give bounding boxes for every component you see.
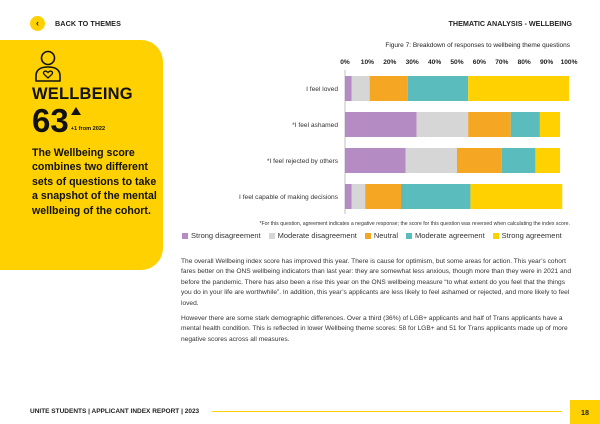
- legend-item: Moderate disagreement: [268, 231, 357, 240]
- bar-segment: [407, 76, 469, 101]
- triangle-up-icon: [70, 107, 81, 115]
- legend-label: Strong disagreement: [191, 231, 261, 240]
- bar-segment: [510, 112, 540, 137]
- x-tick-label: 100%: [561, 59, 578, 66]
- legend-item: Neutral: [364, 231, 399, 240]
- x-tick-label: 30%: [406, 59, 419, 66]
- bar-segment: [351, 76, 370, 101]
- legend-swatch: [268, 232, 275, 239]
- legend-label: Strong agreement: [501, 231, 562, 240]
- chevron-left-icon[interactable]: ‹: [30, 16, 45, 31]
- legend-label: Moderate agreement: [415, 231, 485, 240]
- chart-note: *For this question, agreement indicates …: [259, 221, 570, 227]
- legend-label: Neutral: [373, 231, 399, 240]
- bar-segment: [345, 184, 352, 209]
- back-to-themes-link[interactable]: ‹ BACK TO THEMES: [30, 16, 121, 31]
- category-label: I feel loved: [306, 86, 338, 93]
- x-tick-label: 40%: [428, 59, 441, 66]
- body-paragraph: However there are some stark demographic…: [181, 315, 568, 343]
- back-to-themes-label: BACK TO THEMES: [55, 19, 121, 28]
- legend-swatch: [364, 232, 371, 239]
- bar-segment: [468, 112, 511, 137]
- bar-segment: [351, 184, 366, 209]
- x-tick-label: 80%: [518, 59, 531, 66]
- bar-segment: [405, 148, 457, 173]
- bar-segment: [345, 76, 352, 101]
- legend-swatch: [182, 232, 188, 239]
- bar-segment: [401, 184, 471, 209]
- bar-segment: [501, 148, 536, 173]
- legend-item: Strong agreement: [492, 231, 562, 240]
- legend-item: Strong disagreement: [182, 231, 261, 240]
- legend-swatch: [492, 232, 499, 239]
- x-tick-label: 50%: [450, 59, 463, 66]
- bar-segment: [535, 148, 561, 173]
- x-tick-label: 20%: [383, 59, 396, 66]
- category-label: I feel capable of making decisions: [239, 194, 339, 201]
- person-heart-icon: [35, 50, 61, 82]
- bar-segment: [369, 76, 408, 101]
- bar-segment: [457, 148, 502, 173]
- x-tick-label: 70%: [495, 59, 508, 66]
- score-block: 63 +1 from 2022: [32, 104, 105, 137]
- category-label: *I feel rejected by others: [267, 158, 339, 165]
- footer-report-title: UNITE STUDENTS | APPLICANT INDEX REPORT …: [30, 408, 200, 415]
- x-tick-label: 60%: [473, 59, 486, 66]
- x-tick-label: 90%: [540, 59, 553, 66]
- wellbeing-panel: [0, 40, 163, 270]
- bar-segment: [345, 112, 417, 137]
- panel-title: WELLBEING: [32, 85, 133, 103]
- legend-item: Moderate agreement: [406, 231, 485, 240]
- bar-segment: [470, 184, 563, 209]
- legend-label: Moderate disagreement: [277, 231, 357, 240]
- chart-legend: Strong disagreement Moderate disagreement…: [182, 231, 574, 240]
- panel-description: The Wellbeing score combines two differe…: [32, 147, 157, 217]
- x-tick-label: 0%: [340, 59, 350, 66]
- body-paragraph: The overall Wellbeing index score has im…: [181, 258, 571, 307]
- bar-segment: [416, 112, 469, 137]
- chart-title: Figure 7: Breakdown of responses to well…: [385, 42, 570, 49]
- wellbeing-score: 63: [32, 102, 69, 139]
- bar-segment: [468, 76, 569, 101]
- bar-segment: [539, 112, 561, 137]
- footer-divider: [212, 411, 562, 412]
- page-number: 18: [570, 400, 600, 424]
- legend-swatch: [406, 232, 413, 239]
- bar-segment: [365, 184, 401, 209]
- bar-segment: [345, 148, 406, 173]
- body-text: The overall Wellbeing index score has im…: [181, 257, 573, 350]
- x-tick-label: 10%: [361, 59, 374, 66]
- category-label: *I feel ashamed: [292, 122, 338, 129]
- score-change: +1 from 2022: [70, 126, 106, 132]
- section-title: THEMATIC ANALYSIS - WELLBEING: [448, 19, 572, 28]
